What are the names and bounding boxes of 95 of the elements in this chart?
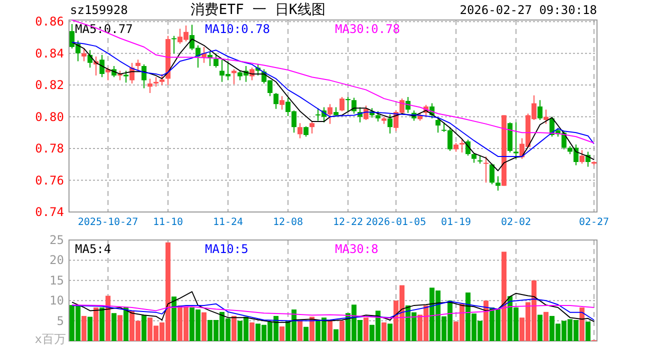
bar	[586, 322, 590, 341]
text: sz159928	[70, 3, 128, 17]
candlestick	[214, 52, 218, 68]
candlestick	[544, 109, 548, 124]
candlestick	[160, 73, 164, 86]
x-tick-label: 11-10	[152, 217, 184, 228]
x-tick-label: 2025-10-27	[78, 217, 138, 228]
text: MA30:0.78	[335, 22, 400, 36]
bar	[382, 322, 386, 341]
candlestick	[538, 100, 542, 120]
x-tick-label: 12-22	[332, 217, 364, 228]
candlestick	[298, 122, 302, 139]
bar	[544, 312, 548, 341]
candlestick	[142, 64, 146, 89]
candlestick	[328, 104, 332, 124]
bar	[388, 324, 392, 341]
candlestick	[136, 59, 140, 72]
series-label: MA10:0.78	[205, 22, 270, 36]
candlestick	[148, 78, 152, 94]
y-tick-label: 25	[50, 233, 64, 247]
bar	[202, 312, 206, 341]
x-tick-label: 02-02	[500, 217, 532, 228]
y-tick-label: 0.84	[35, 46, 64, 60]
bar	[124, 307, 128, 341]
y-tick-label: 0.80	[35, 110, 64, 124]
candlestick	[82, 48, 86, 62]
y-tick-label: 0.76	[35, 173, 64, 188]
x-tick-label: 01-19	[440, 217, 472, 228]
candlestick	[580, 150, 584, 164]
y-tick-label: 20	[50, 253, 64, 268]
candlestick	[388, 114, 392, 134]
bar	[304, 326, 308, 341]
text: MA10:5	[205, 242, 248, 256]
candlestick	[280, 96, 284, 110]
candlestick	[106, 67, 110, 81]
candlestick	[310, 121, 314, 134]
bar	[250, 322, 254, 341]
bar	[106, 296, 110, 341]
candlestick	[460, 138, 464, 153]
x-tick-label: 12-08	[272, 217, 304, 228]
bar	[580, 307, 584, 341]
candlestick	[376, 110, 380, 122]
bar	[142, 315, 146, 341]
bar	[340, 320, 344, 341]
line-series	[72, 304, 594, 318]
chart-title: 消费ETF 一 日K线图	[190, 2, 326, 18]
line-series	[72, 298, 594, 322]
candlestick	[472, 152, 476, 164]
y-tick-label: 5	[56, 314, 64, 328]
candlestick	[304, 126, 308, 138]
line-series	[72, 291, 594, 323]
candlestick	[154, 76, 158, 88]
bar	[100, 307, 104, 341]
candlestick	[100, 54, 104, 78]
bar	[310, 316, 314, 341]
candlestick	[490, 163, 494, 185]
y-tick-label: 0.74	[35, 205, 64, 219]
bar	[334, 329, 338, 341]
y-tick-label: 0.82	[35, 78, 64, 92]
candlestick	[436, 118, 440, 134]
candlestick	[334, 106, 338, 118]
bar	[484, 300, 488, 341]
candlestick	[514, 122, 518, 160]
candlestick	[484, 156, 488, 184]
y-tick-label: 15	[50, 273, 64, 288]
x-tick-label: 02-27	[578, 217, 610, 228]
y-tick-label: 0.86	[35, 14, 64, 29]
bar	[364, 318, 368, 341]
bar	[502, 252, 506, 341]
candlestick	[346, 96, 350, 113]
bar	[112, 313, 116, 341]
bar	[118, 315, 122, 341]
text: 2026-02-27 09:30:18	[460, 3, 597, 17]
bar	[82, 316, 86, 341]
candlestick	[340, 96, 344, 112]
text: MA5:4	[75, 242, 112, 256]
bar	[172, 296, 176, 341]
line-series	[72, 20, 594, 144]
candlestick	[274, 92, 278, 110]
bar	[280, 326, 284, 341]
bar	[94, 307, 98, 341]
candlestick	[172, 35, 176, 54]
candlestick	[496, 176, 500, 192]
x-tick-label: 2026-01-05	[366, 217, 426, 228]
bar	[88, 316, 92, 341]
bar	[298, 320, 302, 341]
x-tick-label: 11-24	[212, 217, 244, 228]
y-tick-label: 0.78	[35, 142, 64, 156]
y-axis-title: x百万	[34, 332, 66, 346]
bar	[538, 314, 542, 341]
candlestick	[124, 70, 128, 84]
y-tick-label: 10	[50, 294, 64, 308]
bar	[328, 320, 332, 341]
text: MA30:8	[335, 242, 378, 256]
bar	[232, 316, 236, 341]
